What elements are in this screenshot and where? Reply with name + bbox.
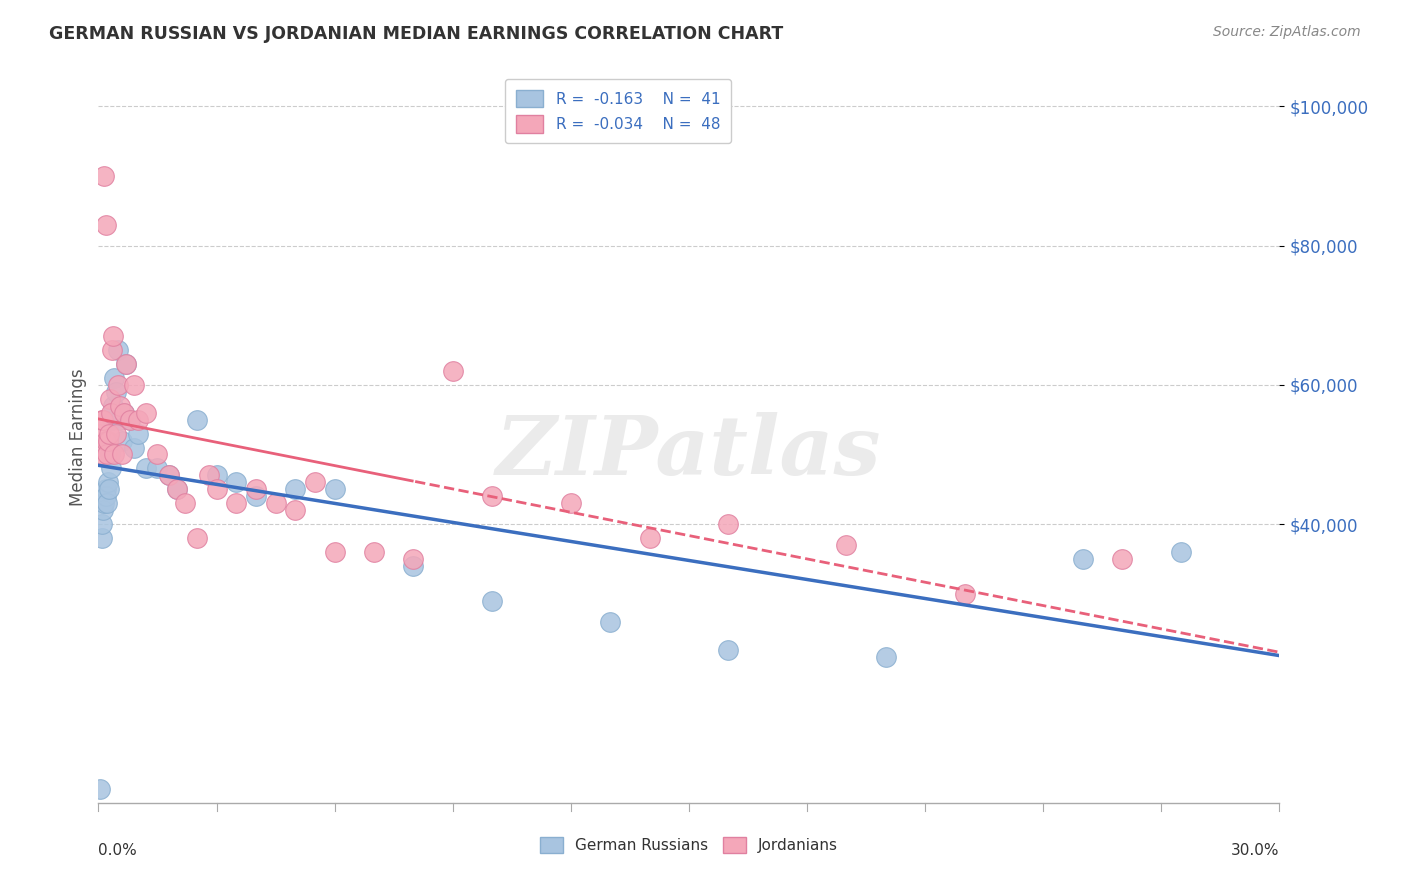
Point [157,468,180,483]
Point [717,642,740,657]
Point [186,531,208,545]
Point [115,357,138,371]
Point [101,412,124,426]
Point [96,434,118,448]
Point [146,461,169,475]
Point [1170,545,1192,559]
Text: 30.0%: 30.0% [1232,843,1279,858]
Point [97,434,120,448]
Point [127,426,149,441]
Point [98,426,121,441]
Point [363,545,385,559]
Point [107,377,129,392]
Point [91,448,114,462]
Point [1071,552,1094,566]
Point [108,412,131,426]
Point [89,781,111,796]
Point [103,448,125,462]
Point [638,531,661,545]
Point [135,461,157,475]
Point [205,483,228,497]
Point [875,649,897,664]
Point [91,412,114,426]
Point [118,412,141,426]
Point [97,475,120,490]
Text: ZIPatlas: ZIPatlas [496,412,882,491]
Point [96,489,118,503]
Text: Source: ZipAtlas.com: Source: ZipAtlas.com [1213,25,1361,39]
Point [225,475,247,490]
Point [122,441,145,455]
Point [835,538,858,552]
Point [111,434,134,448]
Point [402,558,425,573]
Point [560,496,582,510]
Point [107,343,129,357]
Point [323,545,346,559]
Point [441,364,464,378]
Point [245,483,267,497]
Y-axis label: Median Earnings: Median Earnings [69,368,87,506]
Point [402,552,425,566]
Point [245,489,267,503]
Point [111,448,134,462]
Point [89,426,111,441]
Point [112,406,135,420]
Point [304,475,326,490]
Point [1111,552,1133,566]
Point [94,218,117,232]
Point [174,496,197,510]
Point [98,448,121,462]
Point [90,412,112,426]
Point [166,483,188,497]
Text: GERMAN RUSSIAN VS JORDANIAN MEDIAN EARNINGS CORRELATION CHART: GERMAN RUSSIAN VS JORDANIAN MEDIAN EARNI… [49,25,783,43]
Legend: German Russians, Jordanians: German Russians, Jordanians [531,830,846,861]
Point [103,329,125,343]
Text: 0.0%: 0.0% [98,843,138,858]
Point [323,483,346,497]
Point [127,412,149,426]
Point [284,503,307,517]
Point [103,399,125,413]
Point [112,406,135,420]
Point [98,392,121,406]
Point [100,406,122,420]
Point [225,496,247,510]
Point [93,496,115,510]
Point [108,399,131,413]
Point [264,496,287,510]
Point [118,412,141,426]
Point [953,587,976,601]
Point [101,343,124,357]
Point [146,448,169,462]
Point [481,594,503,608]
Point [103,371,125,385]
Point [166,483,188,497]
Point [94,483,117,497]
Point [205,468,228,483]
Point [599,615,621,629]
Point [96,448,118,462]
Point [284,483,307,497]
Point [186,412,208,426]
Point [105,426,128,441]
Point [115,357,138,371]
Point [481,489,503,503]
Point [91,503,114,517]
Point [98,483,121,497]
Point [105,384,128,399]
Point [91,517,114,532]
Point [135,406,157,420]
Point [122,377,145,392]
Point [96,496,118,510]
Point [717,517,740,532]
Point [157,468,180,483]
Point [93,169,115,183]
Point [90,531,112,545]
Point [100,461,122,475]
Point [197,468,219,483]
